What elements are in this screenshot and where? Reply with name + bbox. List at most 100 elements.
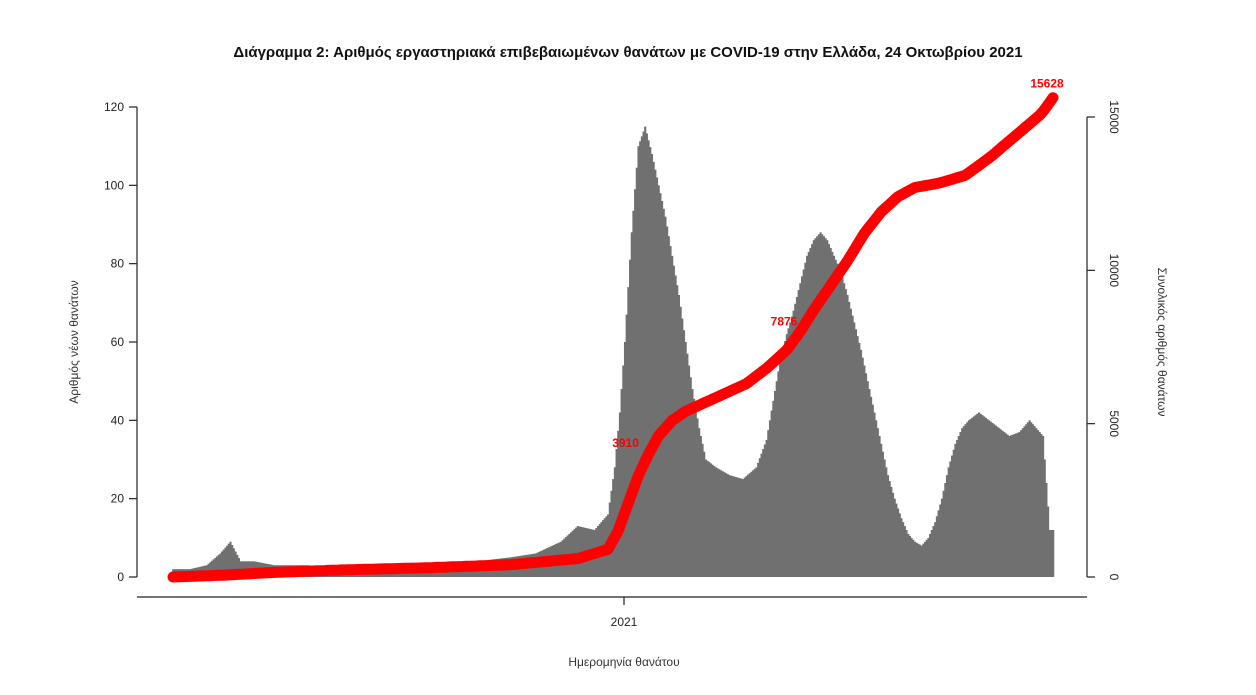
daily-bar: [743, 477, 746, 577]
daily-bar: [757, 462, 760, 577]
daily-bar: [924, 541, 927, 577]
daily-bar: [986, 419, 989, 577]
daily-bar: [797, 290, 800, 577]
daily-bar: [812, 240, 815, 577]
daily-bar: [667, 236, 670, 577]
daily-bar: [826, 240, 829, 577]
daily-bar: [951, 455, 954, 577]
y2-tick-label: 10000: [1107, 254, 1121, 288]
daily-bar: [918, 544, 922, 577]
daily-bar: [829, 248, 832, 577]
daily-bar: [627, 287, 630, 577]
daily-bar: [696, 418, 699, 577]
daily-bar: [892, 492, 895, 577]
daily-bar: [902, 522, 905, 577]
y-tick-label: 0: [117, 570, 124, 584]
annotations: 3910 7876 15628: [612, 77, 1064, 450]
daily-bar: [234, 551, 237, 577]
daily-bar: [854, 329, 858, 577]
daily-bar: [686, 353, 689, 577]
daily-bar: [898, 513, 901, 577]
daily-bar: [932, 526, 935, 577]
daily-bar: [773, 390, 777, 577]
daily-bar: [870, 396, 873, 577]
daily-bar: [945, 475, 949, 577]
daily-bar: [612, 479, 615, 577]
daily-bar: [741, 479, 745, 577]
daily-bar: [944, 483, 947, 577]
daily-bar: [745, 476, 748, 577]
daily-bar: [939, 504, 942, 577]
daily-bar: [871, 404, 874, 577]
daily-bar: [657, 185, 660, 578]
daily-bar: [708, 462, 711, 577]
daily-bar: [704, 459, 707, 577]
x-tick-label: 2021: [611, 615, 638, 629]
daily-bar: [723, 472, 726, 577]
daily-bar: [750, 471, 753, 577]
daily-bar: [721, 471, 724, 577]
daily-bar: [1010, 435, 1013, 577]
daily-bar: [834, 259, 837, 577]
daily-bar: [861, 357, 864, 577]
daily-bar: [689, 377, 692, 577]
daily-bar: [217, 554, 220, 577]
daily-bar: [809, 248, 812, 577]
daily-bar: [949, 461, 952, 577]
daily-bar: [1045, 483, 1048, 577]
daily-bar: [954, 443, 957, 577]
daily-bar: [908, 535, 911, 577]
daily-bar: [1033, 426, 1036, 577]
daily-bar: [236, 554, 239, 577]
daily-bar: [740, 478, 743, 577]
daily-bar: [817, 234, 820, 577]
daily-bar: [1031, 424, 1035, 577]
daily-bar: [964, 424, 967, 577]
daily-bar: [763, 444, 766, 577]
daily-bar: [929, 533, 932, 577]
daily-bar: [669, 246, 672, 577]
daily-bar: [848, 301, 851, 577]
daily-bar: [221, 551, 224, 577]
daily-bar: [868, 389, 871, 577]
daily-bar: [652, 161, 655, 578]
daily-bar: [694, 408, 697, 577]
daily-bar: [677, 295, 680, 577]
daily-bar: [775, 381, 778, 577]
daily-bar: [816, 236, 819, 577]
daily-bar: [984, 417, 987, 577]
y-ticks-left: 0 20 40 60 80 100 120: [104, 100, 137, 584]
daily-bar: [679, 306, 682, 577]
daily-bar: [731, 476, 734, 577]
daily-bar: [227, 543, 230, 577]
daily-bar: [654, 169, 657, 577]
daily-bar: [905, 530, 908, 577]
daily-bar: [650, 154, 654, 577]
daily-bar: [925, 539, 928, 577]
daily-bar: [922, 543, 925, 577]
daily-bar: [996, 426, 999, 577]
daily-bar: [824, 238, 827, 578]
daily-bar: [875, 420, 878, 577]
daily-bar: [961, 428, 964, 577]
daily-bar: [910, 537, 913, 577]
daily-bar: [699, 436, 702, 577]
daily-bar: [917, 543, 920, 577]
daily-bar: [833, 255, 836, 578]
daily-bar: [794, 303, 797, 577]
daily-bar: [991, 422, 994, 577]
daily-bar: [618, 412, 621, 577]
daily-bar: [792, 310, 795, 577]
daily-bar: [210, 560, 214, 577]
cumulative-callout: 3910: [612, 436, 639, 450]
daily-bar: [733, 476, 736, 577]
daily-bar: [625, 314, 628, 577]
daily-bar: [981, 415, 984, 577]
daily-bar: [1025, 424, 1028, 577]
daily-bar: [1047, 506, 1050, 577]
y2-tick-label: 15000: [1107, 100, 1121, 134]
daily-bar: [907, 533, 910, 577]
daily-bar: [226, 545, 229, 577]
y-tick-label: 80: [111, 257, 125, 271]
daily-bar: [728, 475, 731, 577]
